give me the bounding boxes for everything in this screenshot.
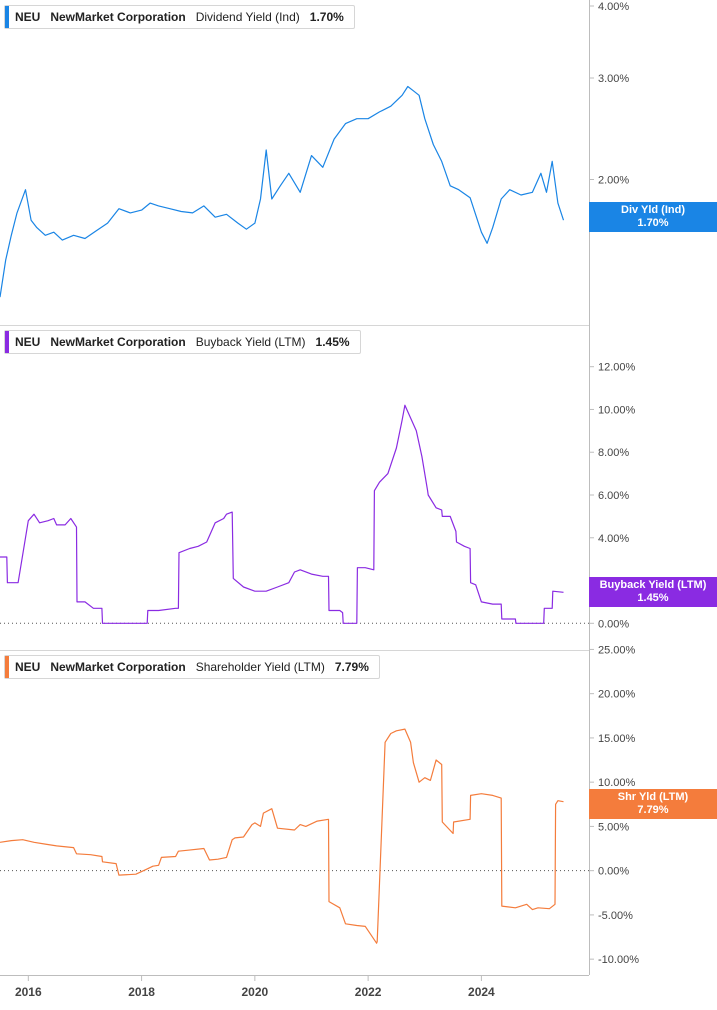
- x-tick-label: 2024: [468, 985, 495, 999]
- series-line-shareholder-yield: [0, 728, 564, 944]
- y-tick-label: 12.00%: [598, 362, 636, 374]
- y-tick-label: 20.00%: [598, 689, 636, 701]
- y-tick-label: 3.00%: [598, 73, 629, 85]
- tag-label: Shr Yld (LTM): [617, 791, 689, 803]
- legend-swatch-dividend: [5, 6, 9, 28]
- legend-value: 7.79%: [334, 660, 369, 674]
- legend-company: NewMarket Corporation: [50, 660, 186, 674]
- value-tag-buyback: Buyback Yield (LTM) 1.45%: [589, 577, 717, 607]
- legend-buyback[interactable]: NEU NewMarket Corporation Buyback Yield …: [4, 330, 361, 354]
- tag-label: Buyback Yield (LTM): [599, 579, 707, 591]
- legend-ticker: NEU: [15, 335, 41, 349]
- legend-metric: Shareholder Yield (LTM): [195, 660, 325, 674]
- legend-swatch-buyback: [5, 331, 9, 353]
- series-line-buyback-yield: [0, 404, 564, 624]
- value-tag-shareholder: Shr Yld (LTM) 7.79%: [589, 789, 717, 819]
- x-tick-label: 2020: [242, 985, 269, 999]
- y-tick-label: 10.00%: [598, 777, 636, 789]
- legend-metric: Dividend Yield (Ind): [195, 10, 300, 24]
- y-tick-label: 4.00%: [598, 1, 629, 13]
- y-tick-label: 4.00%: [598, 533, 629, 545]
- legend-value: 1.70%: [309, 10, 344, 24]
- legend-value: 1.45%: [315, 335, 350, 349]
- x-tick-label: 2022: [355, 985, 382, 999]
- tag-value: 1.70%: [637, 217, 669, 229]
- y-tick-label: -5.00%: [598, 910, 633, 922]
- y-tick-label: 5.00%: [598, 821, 629, 833]
- x-tick-label: 2018: [128, 985, 155, 999]
- y-tick-label: 25.00%: [598, 644, 636, 656]
- y-tick-label: 6.00%: [598, 490, 629, 502]
- legend-swatch-shareholder: [5, 656, 9, 678]
- y-tick-label: -10.00%: [598, 954, 639, 966]
- y-tick-label: 2.00%: [598, 174, 629, 186]
- tag-label: Div Yld (Ind): [621, 204, 685, 216]
- tag-value: 7.79%: [637, 804, 669, 816]
- y-tick-label: 15.00%: [598, 733, 636, 745]
- legend-company: NewMarket Corporation: [50, 10, 186, 24]
- legend-shareholder[interactable]: NEU NewMarket Corporation Shareholder Yi…: [4, 655, 380, 679]
- x-tick-label: 2016: [15, 985, 42, 999]
- legend-metric: Buyback Yield (LTM): [195, 335, 306, 349]
- y-tick-label: 0.00%: [598, 618, 629, 630]
- y-tick-label: 10.00%: [598, 404, 636, 416]
- y-tick-label: 8.00%: [598, 447, 629, 459]
- series-line-dividend-yield: [0, 85, 565, 298]
- legend-company: NewMarket Corporation: [50, 335, 186, 349]
- tag-value: 1.45%: [637, 592, 669, 604]
- legend-ticker: NEU: [15, 10, 41, 24]
- legend-dividend[interactable]: NEU NewMarket Corporation Dividend Yield…: [4, 5, 355, 29]
- y-tick-label: 0.00%: [598, 866, 629, 878]
- legend-ticker: NEU: [15, 660, 41, 674]
- value-tag-dividend: Div Yld (Ind) 1.70%: [589, 202, 717, 232]
